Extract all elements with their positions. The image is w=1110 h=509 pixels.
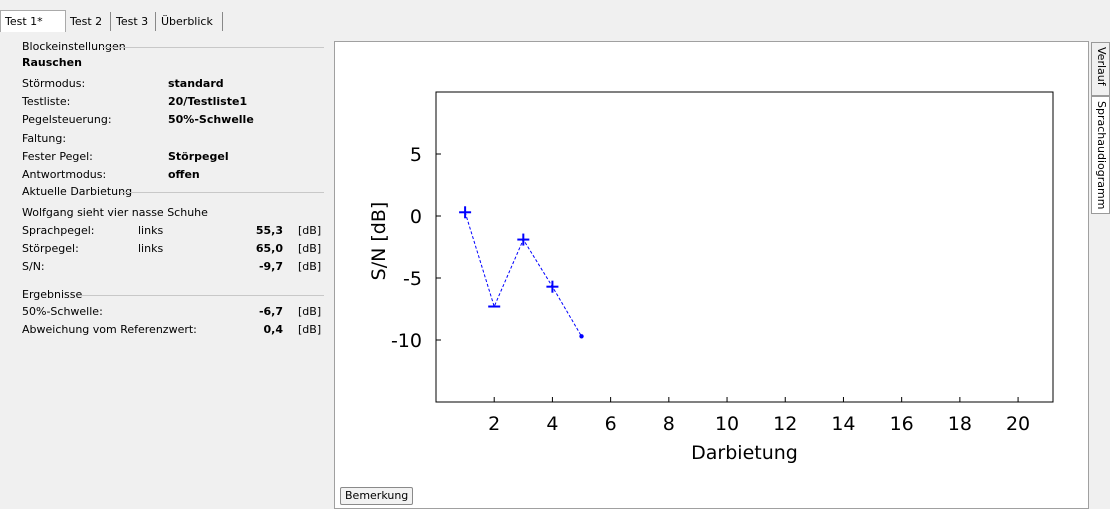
- data-point: [579, 334, 584, 339]
- data-point: [546, 280, 559, 293]
- row-value: 55,3: [255, 224, 283, 237]
- side-tab-verlauf[interactable]: Verlauf: [1091, 42, 1110, 96]
- row-side: links: [138, 242, 164, 255]
- row-value: -9,7: [258, 260, 283, 273]
- y-axis-label: S/N [dB]: [368, 202, 390, 281]
- row-value: offen: [168, 168, 200, 181]
- x-axis-label: Darbietung: [691, 442, 798, 464]
- row-label: Fester Pegel:: [22, 150, 93, 163]
- row-unit: [dB]: [298, 224, 322, 237]
- block-row: Testliste: 20/Testliste1: [22, 95, 247, 109]
- side-tab-sprachaudiogramm[interactable]: Sprachaudiogramm: [1091, 96, 1110, 214]
- row-value: Störpegel: [168, 150, 229, 163]
- tab-ueberblick[interactable]: Überblick: [157, 12, 223, 31]
- block-title: Rauschen: [22, 56, 82, 69]
- x-tick-label: 2: [488, 413, 500, 435]
- y-tick-label: 0: [410, 206, 422, 228]
- block-row: Fester Pegel: Störpegel: [22, 150, 229, 164]
- current-row: Sprachpegel: links 55,3 [dB]: [22, 224, 328, 238]
- side-tab-label: Sprachaudiogramm: [1095, 101, 1108, 210]
- x-tick-label: 12: [773, 413, 797, 435]
- row-value: -6,7: [258, 305, 283, 318]
- group-divider: [120, 192, 324, 193]
- remark-button[interactable]: Bemerkung: [340, 487, 414, 505]
- sn-chart: 5 0 -5 -10 2 4 6 8 10 12 14 16 18 20 Darbietung S/N …: [368, 91, 1054, 464]
- row-label: Faltung:: [22, 132, 67, 145]
- block-group-label: Blockeinstellungen: [22, 40, 126, 53]
- data-point: [517, 233, 530, 246]
- row-label: Sprachpegel:: [22, 224, 95, 237]
- row-label: Abweichung vom Referenzwert:: [22, 323, 197, 336]
- row-unit: [dB]: [298, 323, 322, 336]
- row-label: Antwortmodus:: [22, 168, 107, 181]
- info-panel: Blockeinstellungen Rauschen Störmodus: s…: [16, 32, 330, 509]
- row-unit: [dB]: [298, 305, 322, 318]
- y-tick-label: 5: [410, 144, 422, 166]
- block-row: Störmodus: standard: [22, 77, 224, 91]
- x-tick-label: 14: [831, 413, 855, 435]
- row-value: 0,4: [263, 323, 284, 336]
- y-tick-label: -10: [391, 330, 422, 352]
- results-group-label: Ergebnisse: [22, 288, 83, 301]
- x-tick-label: 10: [715, 413, 739, 435]
- row-unit: [dB]: [298, 242, 322, 255]
- x-tick-label: 16: [890, 413, 914, 435]
- data-point: [459, 206, 472, 219]
- row-side: links: [138, 224, 164, 237]
- block-row: Pegelsteuerung: 50%-Schwelle: [22, 113, 254, 127]
- tab-test-2[interactable]: Test 2: [66, 12, 111, 31]
- row-label: Pegelsteuerung:: [22, 113, 112, 126]
- row-value: standard: [168, 77, 224, 90]
- row-value: 50%-Schwelle: [168, 113, 254, 126]
- row-value: 20/Testliste1: [168, 95, 248, 108]
- results-row: Abweichung vom Referenzwert: 0,4 [dB]: [22, 323, 328, 337]
- x-tick-label: 20: [1006, 413, 1030, 435]
- results-row: 50%-Schwelle: -6,7 [dB]: [22, 305, 328, 319]
- tab-test-3[interactable]: Test 3: [112, 12, 156, 31]
- row-label: S/N:: [22, 260, 45, 273]
- row-label: 50%-Schwelle:: [22, 305, 103, 318]
- side-tab-label: Verlauf: [1095, 47, 1108, 86]
- chart-panel: 5 0 -5 -10 2 4 6 8 10 12 14 16 18 20 Darbietung S/N …: [334, 41, 1089, 509]
- row-unit: [dB]: [298, 260, 322, 273]
- plot-frame: [435, 91, 1054, 403]
- y-tick-label: -5: [403, 268, 422, 290]
- row-label: Testliste:: [22, 95, 71, 108]
- tab-test-1[interactable]: Test 1*: [0, 10, 66, 32]
- x-tick-label: 6: [605, 413, 617, 435]
- block-row: Antwortmodus: offen: [22, 168, 200, 182]
- current-group-label: Aktuelle Darbietung: [22, 185, 133, 198]
- group-divider: [80, 295, 324, 296]
- row-label: Störpegel:: [22, 242, 79, 255]
- current-row: S/N: -9,7 [dB]: [22, 260, 328, 274]
- x-tick-label: 18: [948, 413, 972, 435]
- tab-bar: Test 1* Test 2 Test 3 Überblick: [0, 0, 1110, 32]
- row-value: 65,0: [255, 242, 283, 255]
- group-divider: [102, 47, 324, 48]
- row-label: Störmodus:: [22, 77, 86, 90]
- block-row: Faltung:: [22, 132, 66, 146]
- x-tick-label: 8: [663, 413, 675, 435]
- current-sentence: Wolfgang sieht vier nasse Schuhe: [22, 206, 208, 219]
- current-row: Störpegel: links 65,0 [dB]: [22, 242, 328, 256]
- x-tick-label: 4: [546, 413, 558, 435]
